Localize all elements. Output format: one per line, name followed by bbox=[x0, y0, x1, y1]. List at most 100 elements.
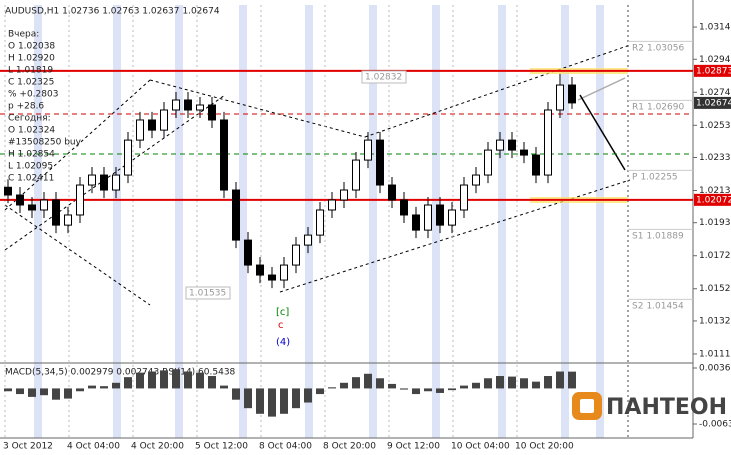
info-line: C 1.02411 bbox=[8, 174, 54, 184]
session-band bbox=[596, 5, 604, 438]
candle-body bbox=[88, 174, 96, 186]
wave-label: c bbox=[278, 320, 284, 331]
macd-bar bbox=[448, 388, 456, 391]
pivot-value: 1.02690 bbox=[647, 102, 684, 112]
macd-bar bbox=[388, 383, 396, 389]
level-label-box bbox=[694, 193, 731, 206]
macd-bar bbox=[208, 376, 216, 389]
level-label-box bbox=[694, 64, 731, 77]
info-line: Сегодня: bbox=[8, 114, 51, 124]
candle-body bbox=[208, 104, 216, 121]
session-band bbox=[305, 5, 313, 438]
candle-body bbox=[64, 214, 72, 226]
candle-body bbox=[76, 184, 84, 216]
session-band bbox=[175, 5, 183, 438]
session-band bbox=[239, 5, 247, 438]
candle-body bbox=[256, 264, 264, 276]
trend-line bbox=[4, 204, 151, 306]
macd-bar bbox=[472, 382, 480, 389]
projection-line bbox=[577, 77, 626, 101]
candle-body bbox=[184, 99, 192, 111]
y-tick-label: 1.03145 bbox=[699, 23, 731, 33]
price-box bbox=[361, 70, 407, 84]
macd-bar bbox=[244, 388, 252, 409]
session-band bbox=[369, 5, 377, 438]
projection-arrow bbox=[579, 94, 626, 171]
macd-bar bbox=[256, 388, 264, 414]
macd-bar bbox=[268, 388, 276, 417]
price-box-label: 1.02832 bbox=[365, 73, 402, 83]
candle-body bbox=[544, 109, 552, 176]
macd-bar bbox=[220, 385, 228, 389]
x-tick-label: 5 Oct 12:00 bbox=[195, 442, 248, 452]
macd-bar bbox=[316, 388, 324, 395]
candle-body bbox=[448, 209, 456, 226]
macd-bar bbox=[28, 388, 36, 397]
macd-bar bbox=[376, 378, 384, 389]
candle-body bbox=[280, 264, 288, 281]
macd-bar bbox=[340, 382, 348, 389]
macd-bar bbox=[484, 378, 492, 389]
trend-line bbox=[4, 79, 151, 211]
x-tick-label: 4 Oct 20:00 bbox=[131, 442, 184, 452]
macd-bar bbox=[436, 388, 444, 393]
macd-bar bbox=[112, 382, 120, 389]
info-line: Вчера: bbox=[8, 30, 39, 40]
candle-body bbox=[412, 214, 420, 231]
candle-body bbox=[232, 189, 240, 241]
x-tick-label: 9 Oct 12:00 bbox=[387, 442, 440, 452]
info-line: O 1.02038 bbox=[8, 42, 55, 52]
candle-body bbox=[364, 139, 372, 161]
candle-body bbox=[220, 119, 228, 191]
trend-line bbox=[364, 44, 631, 138]
macd-bar bbox=[292, 388, 300, 409]
candle-body bbox=[244, 239, 252, 266]
x-tick-label: 4 Oct 04:00 bbox=[67, 442, 120, 452]
macd-bar bbox=[364, 373, 372, 389]
macd-bar bbox=[496, 376, 504, 389]
y-tick-label: 0.003622 bbox=[699, 364, 731, 374]
macd-bar bbox=[172, 369, 180, 389]
pivot-label: R1 1.02690 bbox=[632, 102, 684, 112]
candle-body bbox=[292, 244, 300, 266]
indicator-title: MACD(5,34,5) 0.002979 0.002743 RSI(14) 6… bbox=[5, 368, 236, 378]
pivot-label: R2 1.03056 bbox=[632, 43, 684, 53]
candle-body bbox=[16, 194, 24, 206]
macd-bar bbox=[304, 388, 312, 403]
macd-bar bbox=[328, 387, 336, 389]
candle-body bbox=[112, 174, 120, 191]
macd-bar bbox=[64, 388, 72, 399]
y-tick-label: 1.01320 bbox=[699, 316, 731, 326]
y-tick-label: 1.01930 bbox=[699, 218, 731, 228]
macd-bar bbox=[40, 388, 48, 396]
candle-body bbox=[376, 139, 384, 186]
pivot-name: R1 bbox=[632, 102, 644, 112]
candle-body bbox=[496, 139, 504, 151]
macd-bar bbox=[124, 377, 132, 389]
session-band bbox=[34, 5, 42, 438]
pivot-value: 1.01889 bbox=[646, 231, 683, 241]
pivot-name: R2 bbox=[632, 43, 644, 53]
macd-bar bbox=[4, 388, 12, 392]
macd-bar bbox=[148, 371, 156, 389]
candle-body bbox=[436, 204, 444, 226]
macd-bar bbox=[352, 377, 360, 389]
candle-body bbox=[268, 274, 276, 281]
macd-bar bbox=[196, 372, 204, 389]
session-band bbox=[113, 5, 121, 438]
wave-label: [c] bbox=[276, 307, 289, 318]
candle-body bbox=[100, 174, 108, 191]
candle-body bbox=[196, 104, 204, 111]
last-price-box bbox=[694, 96, 731, 109]
macd-bar bbox=[52, 388, 60, 400]
candle-body bbox=[484, 149, 492, 176]
info-line: % +0.2803 bbox=[8, 90, 58, 100]
macd-bar bbox=[424, 388, 432, 392]
candle-body bbox=[124, 139, 132, 176]
pivot-name: S2 bbox=[632, 301, 643, 311]
candle-body bbox=[148, 119, 156, 131]
candle-body bbox=[40, 199, 48, 211]
x-tick-label: 3 Oct 2012 bbox=[3, 442, 53, 452]
info-line: p +28.6 bbox=[8, 102, 44, 112]
